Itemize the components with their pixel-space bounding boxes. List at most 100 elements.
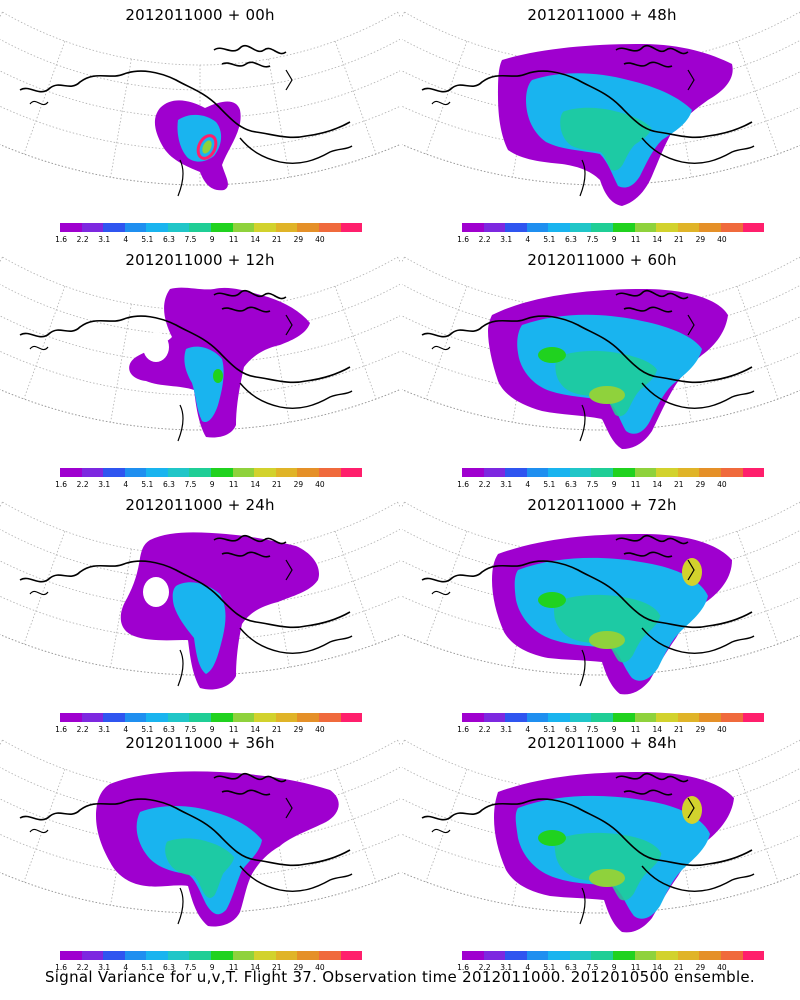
colorbar-tick-label: 7.5 [184,725,197,734]
map-plot [0,739,400,927]
colorbar-tick-label: 11 [630,963,641,972]
map-boundary [0,144,400,186]
colorbar-tick-label: 29 [293,480,304,489]
colorbar-swatch [318,951,341,960]
colorbar-tick-label: 7.5 [586,963,599,972]
colorbar-swatch [275,951,298,960]
arctic-islands [615,772,689,796]
coastline [421,798,753,867]
colorbar-tick-label: 4 [123,963,129,972]
colorbar-swatch [232,713,255,722]
colorbar-swatch [211,468,233,477]
colorbar-swatch [232,223,255,232]
colorbar-tick-label: 40 [315,725,325,734]
colorbar-swatch [569,468,592,477]
coastline [641,137,755,164]
colorbar-swatch [548,223,570,232]
colorbar-swatch [699,951,721,960]
panel-title: 2012011000 + 60h [527,251,677,269]
colorbar-tick-label: 9 [611,725,617,734]
colorbar-tick-label: 21 [674,725,684,734]
colorbar-tick-label: 9 [209,480,215,489]
colorbar-swatch [275,468,298,477]
coastline [19,560,351,629]
colorbar-swatch [275,713,298,722]
coastline [641,865,755,892]
colorbar-labels: 1.6 2.2 3.1 4 5.1 6.3 7.5 9 11 14 21 29 40 [55,963,362,973]
colorbar-swatch [656,468,678,477]
colorbar-swatch [569,951,592,960]
colorbar-swatch [211,713,233,722]
colorbar-tick-label: 14 [652,963,662,972]
graticule-meridian [110,58,132,178]
graticule-meridian [425,41,468,155]
coastline [19,798,351,867]
variance-peak [538,592,566,608]
colorbar-swatch [569,713,592,722]
colorbar-swatch [656,713,678,722]
colorbar-tick-label: 14 [250,235,260,244]
colorbar-swatch [60,223,82,232]
colorbar-swatch [275,223,298,232]
colorbar-tick-label: 9 [611,963,617,972]
colorbar-labels: 1.6 2.2 3.1 4 5.1 6.3 7.5 9 11 14 21 29 40 [55,480,362,490]
colorbar-swatch [462,468,484,477]
colorbar [462,951,765,960]
colorbar-tick-label: 7.5 [184,480,197,489]
colorbar-swatch [60,951,82,960]
variance-region-high [555,350,657,417]
colorbar-tick-label: 21 [272,480,282,489]
colorbar-swatch [720,223,743,232]
colorbar-tick-label: 14 [652,480,662,489]
map-plot [0,256,400,442]
graticule-meridian [425,769,468,883]
colorbar-labels: 1.6 2.2 3.1 4 5.1 6.3 7.5 9 11 14 21 29 40 [457,235,764,245]
colorbar-swatch [81,223,104,232]
arctic-islands [213,44,287,68]
colorbar-tick-label: 6.3 [564,963,577,972]
variance-gap [143,332,169,362]
arctic-islands [213,534,287,558]
variance-peak [682,796,702,824]
colorbar-tick-label: 6.3 [162,480,175,489]
colorbar-tick-label: 4 [123,725,129,734]
colorbar-swatch [569,223,592,232]
colorbar-tick-label: 7.5 [184,963,197,972]
colorbar-swatch [677,468,700,477]
map-panel: 2012011000 + 36h 1.6 2.2 3.1 4 5.1 6.3 7.5 9 11 1… [0,728,400,973]
colorbar [462,713,765,722]
variance-region-high [165,838,235,898]
colorbar-tick-label: 9 [209,963,215,972]
graticule-meridian [402,11,405,18]
colorbar-swatch [318,223,341,232]
colorbar-swatch [211,951,233,960]
coastline [239,137,353,164]
colorbar [60,713,363,722]
colorbar-swatch [677,951,700,960]
colorbar-tick-label: 2.2 [76,480,89,489]
colorbar-tick-label: 9 [209,725,215,734]
colorbar-tick-label: 40 [315,963,325,972]
colorbar-swatch [146,223,168,232]
arctic-islands [615,289,689,313]
colorbar-swatch [591,468,614,477]
variance-ring-max [196,134,218,160]
colorbar-swatch [318,468,341,477]
variance-peak [589,631,625,649]
colorbar-swatch [103,951,125,960]
coastline [421,70,753,139]
colorbar-swatch [124,468,147,477]
colorbar-swatch [742,223,765,232]
colorbar-labels: 1.6 2.2 3.1 4 5.1 6.3 7.5 9 11 14 21 29 40 [55,235,362,245]
graticule-meridian [334,531,377,645]
colorbar-swatch [146,713,168,722]
colorbar-tick-label: 14 [250,480,260,489]
colorbar-tick-label: 2.2 [76,235,89,244]
graticule-latitude [402,105,800,151]
colorbar-swatch [167,713,190,722]
colorbar-tick-label: 1.6 [457,480,470,489]
colorbar-swatch [548,468,570,477]
colorbar-swatch [720,468,743,477]
graticule-meridian [110,303,132,423]
graticule-latitude [0,38,400,91]
